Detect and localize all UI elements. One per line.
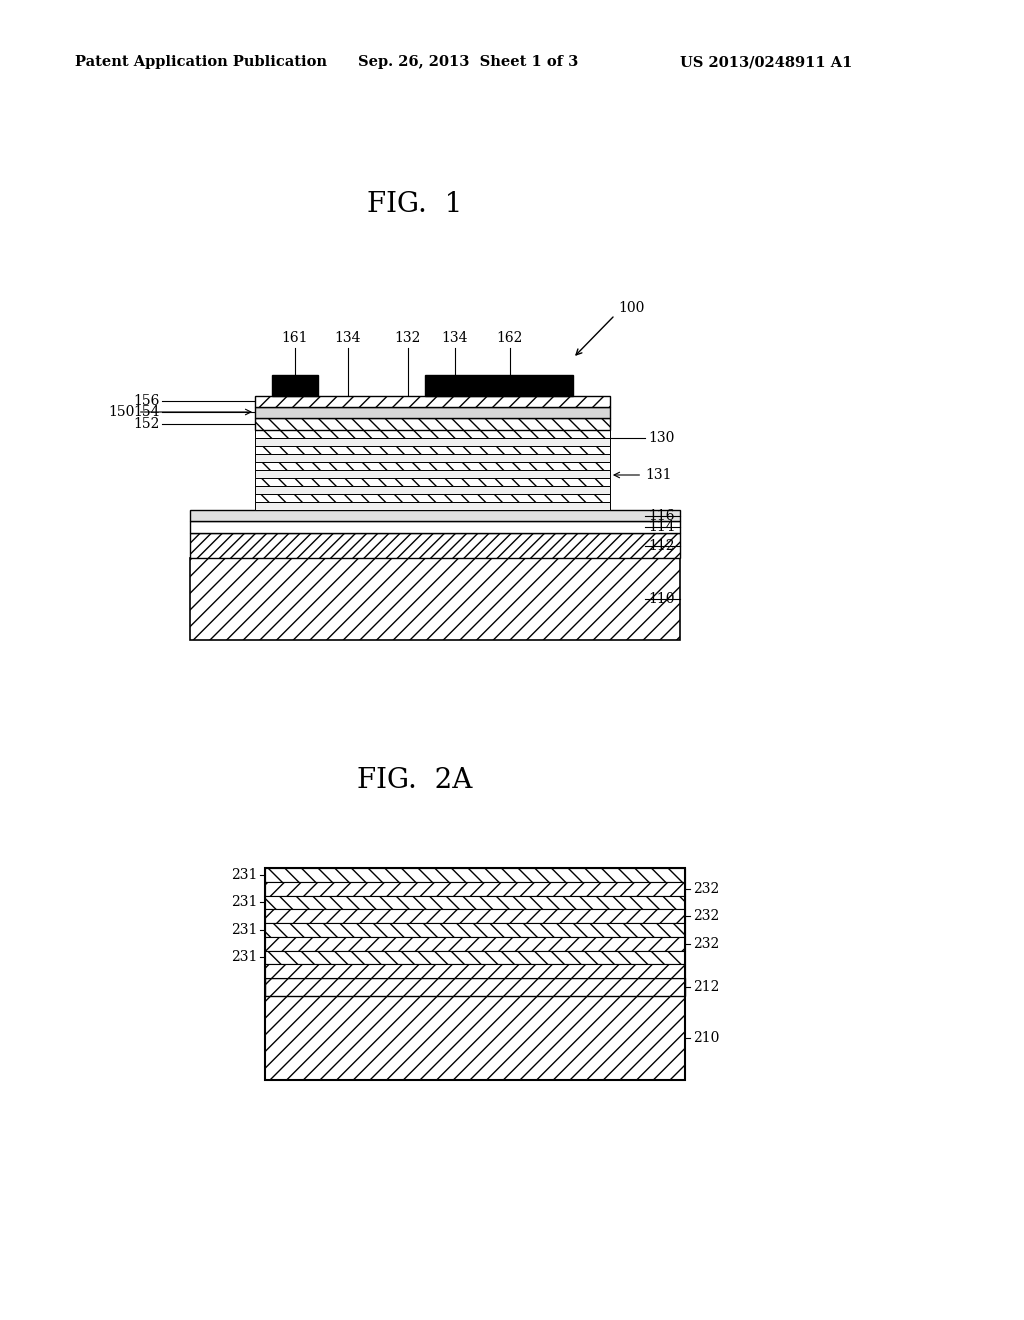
Text: FIG.  2A: FIG. 2A	[357, 767, 473, 793]
Text: 100: 100	[618, 301, 644, 315]
Bar	[255, 502, 610, 510]
Text: 232: 232	[693, 882, 719, 896]
Bar	[265, 869, 685, 1080]
Text: 231: 231	[230, 950, 257, 965]
Bar	[255, 462, 610, 470]
Text: 161: 161	[282, 331, 308, 345]
Bar	[255, 478, 610, 486]
Bar	[190, 521, 680, 533]
Text: 134: 134	[441, 331, 468, 345]
Text: 132: 132	[395, 331, 421, 345]
Bar	[265, 997, 685, 1080]
Bar	[265, 909, 685, 923]
Bar	[255, 418, 610, 430]
Bar	[255, 486, 610, 494]
Text: 231: 231	[230, 867, 257, 882]
Bar	[255, 430, 610, 438]
Text: 112: 112	[648, 539, 675, 553]
Bar	[255, 470, 610, 478]
Bar	[265, 869, 685, 882]
Bar	[265, 882, 685, 895]
Text: Patent Application Publication: Patent Application Publication	[75, 55, 327, 69]
Text: 232: 232	[693, 937, 719, 950]
Bar	[190, 533, 680, 558]
Text: 212: 212	[693, 979, 720, 994]
Text: 232: 232	[693, 909, 719, 923]
Bar	[265, 937, 685, 950]
Text: 131: 131	[614, 469, 672, 482]
Bar	[255, 407, 610, 418]
Bar	[255, 438, 610, 446]
Text: 210: 210	[693, 1031, 720, 1045]
Text: Sep. 26, 2013  Sheet 1 of 3: Sep. 26, 2013 Sheet 1 of 3	[358, 55, 579, 69]
Bar	[255, 446, 610, 454]
Bar	[265, 895, 685, 909]
Bar	[265, 950, 685, 964]
Text: 154: 154	[133, 405, 160, 418]
Text: 116: 116	[648, 508, 675, 523]
Bar	[255, 454, 610, 462]
Text: 130: 130	[648, 432, 675, 445]
Bar	[255, 494, 610, 502]
Bar	[265, 923, 685, 937]
Text: 110: 110	[648, 591, 675, 606]
Text: 231: 231	[230, 895, 257, 909]
Text: 152: 152	[133, 417, 160, 432]
Bar	[265, 964, 685, 978]
Text: 156: 156	[133, 393, 160, 408]
Bar	[190, 510, 680, 521]
Bar	[425, 375, 573, 396]
Text: 231: 231	[230, 923, 257, 937]
Text: 162: 162	[497, 331, 523, 345]
Text: 114: 114	[648, 520, 675, 535]
Bar	[190, 558, 680, 640]
Bar	[255, 396, 610, 407]
Bar	[265, 978, 685, 997]
Text: US 2013/0248911 A1: US 2013/0248911 A1	[680, 55, 852, 69]
Text: 134: 134	[335, 331, 361, 345]
Bar	[272, 375, 318, 396]
Text: FIG.  1: FIG. 1	[368, 191, 463, 219]
Text: 150: 150	[109, 405, 251, 418]
